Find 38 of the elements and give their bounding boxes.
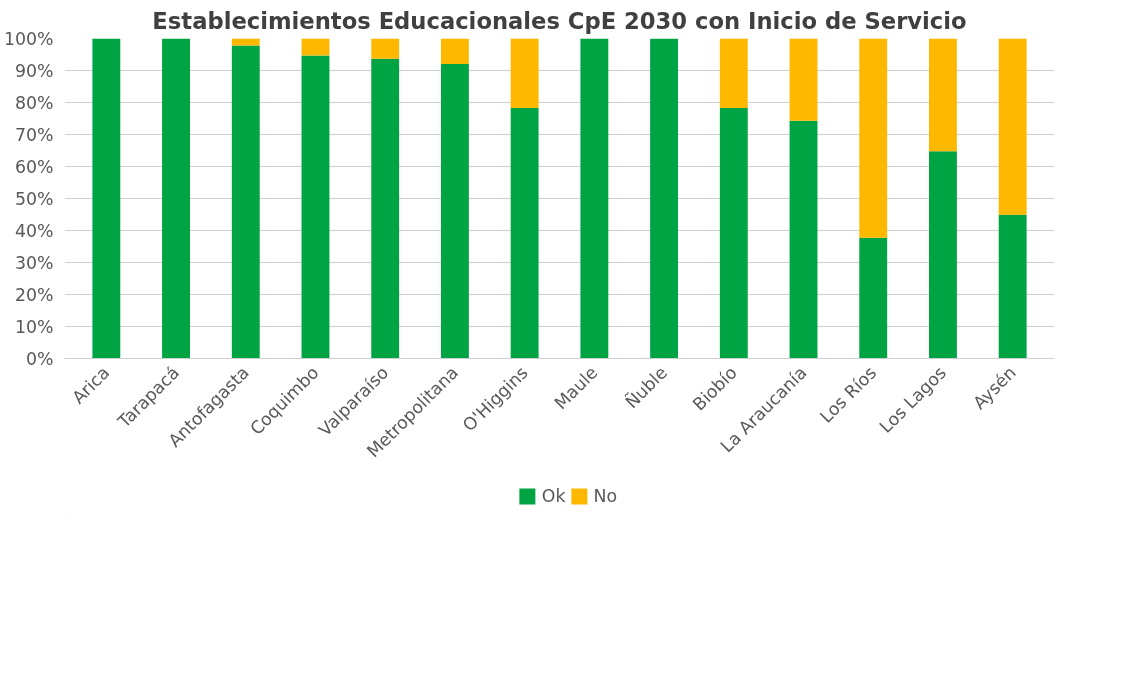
bar xyxy=(929,151,957,359)
bar xyxy=(510,38,539,108)
legend-label: Ok xyxy=(541,486,566,506)
bar xyxy=(859,237,888,359)
bar xyxy=(92,38,121,359)
y-tick-label: 90% xyxy=(14,60,54,81)
y-tick-label: 20% xyxy=(14,284,54,305)
y-tick-label: 50% xyxy=(14,188,54,209)
bar xyxy=(231,45,260,359)
bar xyxy=(998,38,1027,215)
bar xyxy=(162,38,190,359)
y-tick-label: 10% xyxy=(14,316,54,337)
legend-label: No xyxy=(593,486,618,506)
bar xyxy=(859,38,888,238)
bar xyxy=(789,120,818,359)
bar xyxy=(440,38,469,65)
bar xyxy=(929,38,957,152)
bar xyxy=(719,107,748,359)
bar xyxy=(301,38,330,56)
y-tick-label: 70% xyxy=(14,124,54,145)
bar xyxy=(440,64,469,359)
y-tick-label: 100% xyxy=(3,28,54,49)
y-tick-label: 30% xyxy=(14,252,54,273)
bar xyxy=(371,38,400,59)
bar xyxy=(371,58,400,359)
y-tick-label: 60% xyxy=(14,156,54,177)
y-tick-label: 80% xyxy=(14,92,54,113)
bar xyxy=(231,38,260,46)
y-tick-label: 0% xyxy=(26,348,54,369)
bar xyxy=(650,38,679,359)
bar xyxy=(998,214,1027,359)
bar xyxy=(301,55,330,359)
bar xyxy=(580,38,609,359)
bar xyxy=(719,38,748,108)
chart-title: Establecimientos Educacionales CpE 2030 con Inicio de Servicio xyxy=(152,7,967,34)
y-tick-label: 40% xyxy=(14,220,54,241)
bar xyxy=(789,38,818,121)
bar xyxy=(510,107,539,359)
